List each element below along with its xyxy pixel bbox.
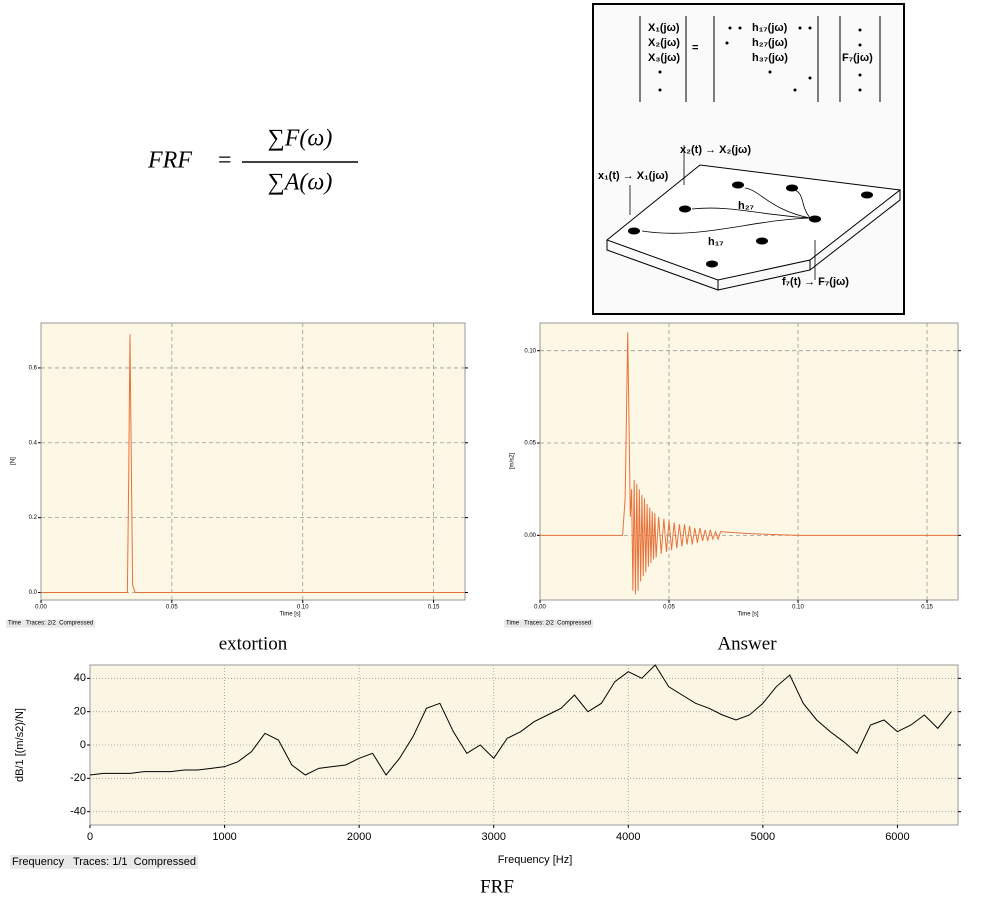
data-line [41,334,465,594]
x-tick-label: 3000 [481,831,505,843]
y-tick-label: 0.00 [524,533,536,539]
footer: Time Traces: 2/2 Compressed [8,621,93,627]
caption: extortion [219,633,288,654]
plate-label: f₇(t) → F₇(jω) [782,276,849,288]
matrix-entry: X₃(jω) [648,52,680,64]
matrix-entry: X₁(jω) [648,22,680,34]
x-axis-label: Time [s] [737,612,758,618]
matrix-entry: h₁₇(jω) [752,22,788,34]
footer-bg [10,854,199,869]
formula: FRF = ∑F(ω) ∑A(ω) [147,126,358,196]
x-tick-label: 1000 [212,831,236,843]
y-tick-label: 0.4 [29,440,38,446]
x-axis-label: Frequency [Hz] [498,854,573,866]
y-tick-label: 0.05 [524,441,536,447]
matrix-entry: X₂(jω) [648,37,680,49]
x-tick-label: 0.10 [792,605,804,611]
matrix-entry: h₂₇(jω) [752,37,788,49]
formula-numerator: ∑F(ω) [268,126,333,152]
matrix-dots [658,26,862,92]
plate-label: x₁(t) → X₁(jω) [598,170,669,182]
footer: Frequency Traces: 1/1 Compressed [12,856,196,868]
plate-label: x₂(t) → X₂(jω) [680,144,751,156]
plate-label: h₂₇ [738,200,754,212]
x-tick-label: 0.05 [663,605,675,611]
y-tick-label: -20 [70,772,86,784]
x-tick-label: 0.05 [166,605,178,611]
x-tick-label: 0.15 [428,605,440,611]
y-tick-label: 0.10 [524,348,536,354]
x-axis-label: Time [s] [279,612,300,618]
caption: FRF [480,876,514,897]
formula-denominator: ∑A(ω) [268,170,333,196]
x-tick-label: 6000 [885,831,909,843]
x-tick-label: 5000 [751,831,775,843]
x-tick-label: 0.00 [35,605,47,611]
x-tick-label: 0 [87,831,93,843]
formula-equals: = [218,148,232,174]
formula-lhs: FRF [147,148,192,174]
x-tick-label: 2000 [347,831,371,843]
y-tick-label: 40 [74,672,86,684]
footer: Time Traces: 2/2 Compressed [506,621,591,627]
diagram: X₁(jω) X₂(jω) X₃(jω) = h₁₇(jω) h₂₇(jω) h… [592,3,905,315]
data-line [89,664,952,776]
plate-points [628,181,873,268]
y-tick-label: -40 [70,806,86,818]
y-axis-label: dB/1 [(m/s2)/N] [14,708,26,782]
caption: Answer [717,633,777,654]
x-tick-label: 0.00 [534,605,546,611]
y-tick-label: 0.0 [29,590,38,596]
x-tick-label: 0.10 [297,605,309,611]
y-tick-label: 0.2 [29,515,38,521]
matrix-entry: F₇(jω) [842,52,873,64]
matrix-entry: h₃₇(jω) [752,52,788,64]
diagram-frame [592,3,905,315]
plot-area [89,664,959,826]
y-axis-label: [N] [11,457,17,465]
y-tick-label: 20 [74,706,86,718]
plate [605,164,902,281]
y-tick-label: 0.6 [29,365,38,371]
y-tick-label: 0 [80,739,86,751]
paths [629,145,816,280]
x-tick-label: 4000 [616,831,640,843]
x-tick-label: 0.15 [921,605,933,611]
footer-bg [6,619,96,628]
data-line [540,332,958,595]
footer-bg [504,619,594,628]
matrix-equals: = [692,42,698,54]
plot-area [539,322,959,601]
plate-edge [606,190,901,291]
matrix-brackets [639,16,881,102]
plate-label: h₁₇ [708,236,724,248]
y-axis-label: [m/s2] [510,453,516,470]
plot-area [40,322,466,601]
